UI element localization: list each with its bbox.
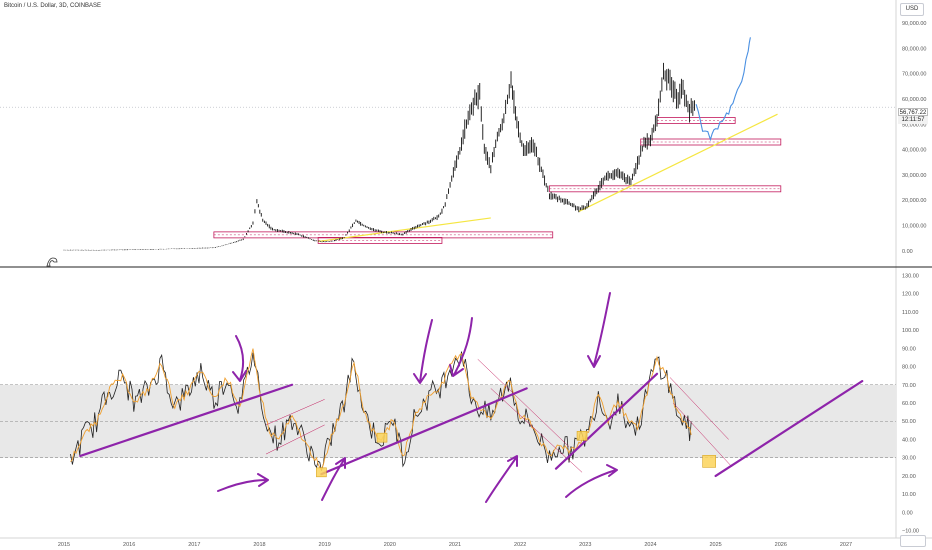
time-tick-label: 2021 [449, 542, 461, 548]
purple-trendline [714, 380, 864, 478]
rsi-tick-label: 10.00 [902, 492, 916, 498]
time-tick-label: 2016 [123, 542, 135, 548]
bar-countdown-tag: 12:11:57 [898, 116, 928, 124]
last-price-tag: 56,767.22 [898, 108, 928, 116]
projection-path [695, 37, 751, 142]
time-tick-label: 2019 [319, 542, 331, 548]
price-tick-label: 40,000.00 [902, 148, 926, 154]
yellow-trendline [318, 217, 491, 243]
rsi-tick-label: 50.00 [902, 419, 916, 425]
rsi-tick-label: 40.00 [902, 437, 916, 443]
time-tick-label: 2017 [188, 542, 200, 548]
channel-line [265, 424, 325, 455]
annotation-arrow [217, 473, 269, 492]
time-tick-label: 2022 [514, 542, 526, 548]
time-tick-label: 2018 [253, 542, 265, 548]
rsi-tick-label: −10.00 [902, 529, 919, 535]
channel-line [673, 402, 733, 468]
tradingview-logo [46, 257, 58, 267]
symbol-title[interactable]: Bitcoin / U.S. Dollar, 3D, COINBASE [4, 3, 102, 9]
rsi-tick-label: 110.00 [902, 310, 918, 316]
time-tick-label: 2023 [579, 542, 591, 548]
time-tick-label: 2027 [840, 542, 852, 548]
rsi-tick-label: 20.00 [902, 474, 916, 480]
scale-settings-button[interactable] [900, 535, 926, 547]
time-tick-label: 2025 [710, 542, 722, 548]
annotation-arrow [485, 455, 518, 503]
channel-line [669, 377, 729, 440]
time-tick-label: 2026 [775, 542, 787, 548]
highlight-box [376, 432, 388, 443]
rsi-tick-label: 90.00 [902, 346, 916, 352]
annotation-arrow [413, 319, 433, 384]
time-tick-label: 2015 [58, 542, 70, 548]
price-tick-label: 80,000.00 [902, 46, 926, 52]
purple-trendline [554, 372, 659, 470]
rsi-tick-label: 30.00 [902, 456, 916, 462]
time-tick-label: 2024 [644, 542, 656, 548]
highlight-box [702, 455, 716, 468]
rsi-tick-label: 80.00 [902, 365, 916, 371]
time-tick-label: 2020 [384, 542, 396, 548]
price-tick-label: 20,000.00 [902, 198, 926, 204]
annotation-arrow [587, 292, 611, 368]
purple-trendline [320, 387, 528, 476]
purple-trendline [79, 383, 294, 458]
rsi-tick-label: 70.00 [902, 383, 916, 389]
rsi-tick-label: 120.00 [902, 292, 919, 298]
price-tick-label: 10,000.00 [902, 224, 926, 230]
channel-line [477, 359, 570, 447]
price-tick-label: 0.00 [902, 249, 913, 255]
annotation-arrow [232, 335, 247, 382]
rsi-tick-label: 130.00 [902, 273, 919, 279]
yellow-trendline [578, 113, 778, 213]
rsi-tick-label: 60.00 [902, 401, 916, 407]
rsi-tick-label: 0.00 [902, 510, 913, 516]
currency-button[interactable]: USD [900, 3, 924, 16]
highlight-box [576, 431, 588, 441]
price-tick-label: 70,000.00 [902, 72, 926, 78]
highlight-box [316, 467, 327, 478]
annotation-arrow [321, 457, 346, 501]
rsi-tick-label: 100.00 [902, 328, 919, 334]
price-tick-label: 30,000.00 [902, 173, 926, 179]
annotation-arrow [565, 464, 618, 498]
price-tick-label: 90,000.00 [902, 21, 926, 27]
channel-line [265, 399, 325, 426]
price-tick-label: 60,000.00 [902, 97, 926, 103]
price-tick-label: 50,000.00 [902, 122, 926, 128]
annotation-arrow [449, 317, 473, 377]
